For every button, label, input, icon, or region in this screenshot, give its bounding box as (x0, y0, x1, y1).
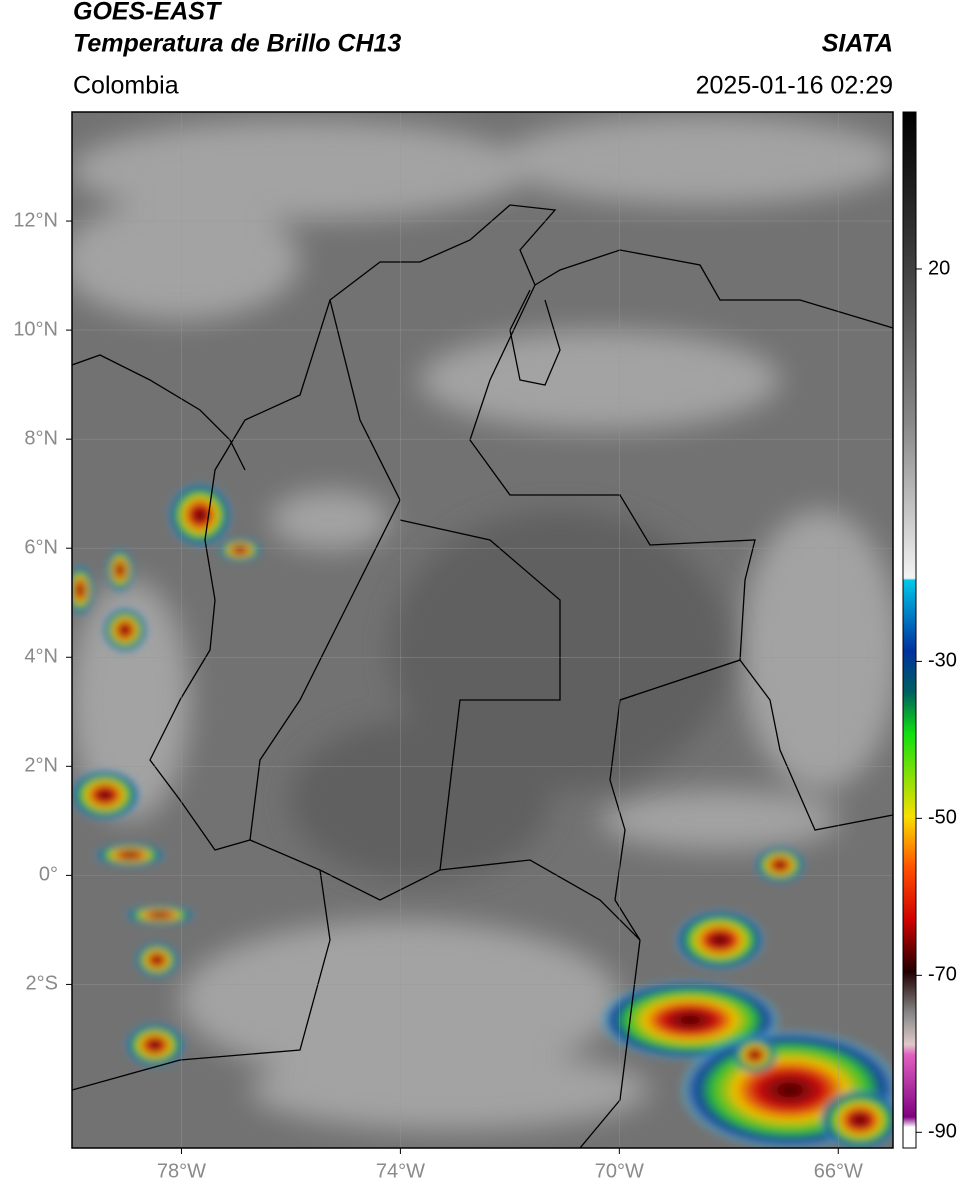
y-tick-label: 6°N (24, 536, 58, 558)
colorbar-label: -90 (928, 1121, 957, 1143)
subtitle: Temperatura de Brillo CH13 (73, 30, 401, 58)
source: SIATA (822, 30, 893, 58)
x-tick-label: 78°W (157, 1160, 206, 1182)
x-tick-label: 66°W (814, 1160, 863, 1182)
colorbar-label: 20 (928, 257, 950, 279)
y-tick-label: 2°S (26, 973, 58, 995)
region: Colombia (73, 72, 179, 100)
datetime: 2025-01-16 02:29 (696, 72, 893, 100)
y-tick-label: 0° (39, 864, 58, 886)
satellite-image (72, 112, 893, 1148)
y-tick-label: 2°N (24, 755, 58, 777)
y-tick-label: 8°N (24, 427, 58, 449)
colorbar (902, 111, 917, 1149)
colorbar-label: -50 (928, 807, 957, 829)
x-tick-label: 70°W (595, 1160, 644, 1182)
colorbar-label: -30 (928, 650, 957, 672)
title: GOES-EAST (73, 0, 223, 26)
graticule (72, 112, 893, 1148)
x-tick-label: 74°W (376, 1160, 425, 1182)
y-tick-label: 4°N (24, 646, 58, 668)
map-frame (71, 111, 894, 1149)
colorbar-label: -70 (928, 964, 957, 986)
y-tick-label: 12°N (13, 209, 58, 231)
y-tick-label: 10°N (13, 318, 58, 340)
